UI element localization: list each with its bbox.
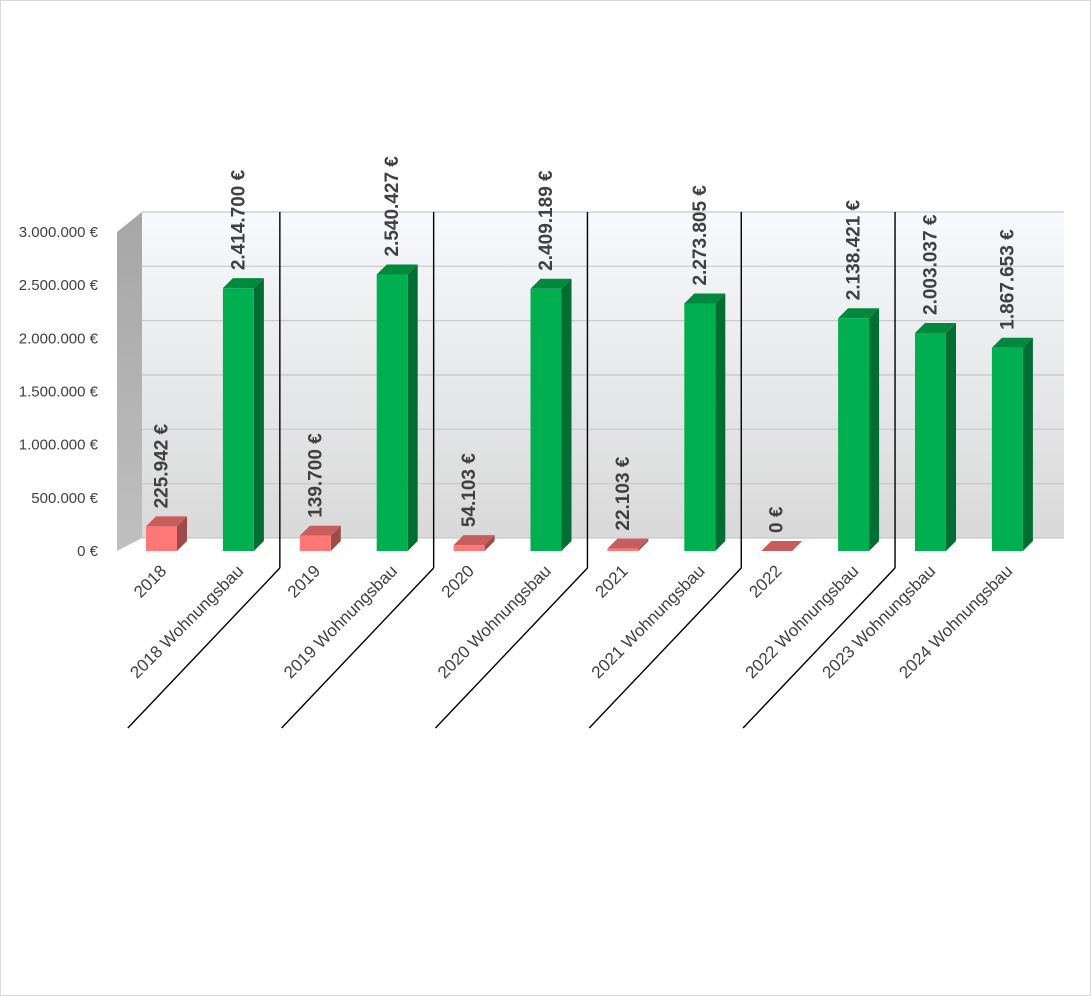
bar-front bbox=[299, 535, 331, 551]
bar bbox=[222, 278, 264, 551]
bar-top bbox=[915, 322, 956, 333]
separator-diagonal bbox=[434, 567, 588, 729]
bar-top bbox=[761, 541, 803, 551]
data-label: 2.003.037 € bbox=[921, 214, 942, 315]
y-tick-label: 500.000 € bbox=[31, 490, 98, 507]
data-label: 0 € bbox=[767, 506, 788, 533]
bar bbox=[838, 308, 880, 551]
bar bbox=[684, 293, 726, 551]
bar-side bbox=[1022, 337, 1033, 551]
data-label: 54.103 € bbox=[459, 453, 480, 527]
bars bbox=[146, 264, 1033, 551]
x-tick-label: 2019 bbox=[284, 561, 324, 601]
bar bbox=[453, 535, 495, 551]
bar bbox=[299, 525, 341, 551]
x-tick-label: 2020 bbox=[438, 561, 478, 601]
y-tick-label: 2.500.000 € bbox=[19, 277, 99, 294]
bar-side bbox=[715, 293, 726, 551]
bar bbox=[991, 337, 1033, 551]
bar-side bbox=[253, 278, 264, 551]
bar bbox=[530, 278, 572, 551]
bar bbox=[915, 322, 956, 551]
data-labels: 225.942 € 2.414.700 € 139.700 € 2.540.427 €… bbox=[152, 156, 1019, 533]
bar-front bbox=[453, 545, 485, 551]
separator-diagonal bbox=[588, 567, 742, 729]
bar-front bbox=[684, 303, 716, 551]
bar-side bbox=[484, 535, 495, 551]
bar bbox=[146, 516, 187, 551]
y-tick-label: 1.500.000 € bbox=[19, 384, 99, 401]
data-label: 2.540.427 € bbox=[382, 156, 403, 257]
y-tick-label: 0 € bbox=[77, 543, 99, 560]
bar-side bbox=[177, 516, 187, 551]
bar-side bbox=[946, 322, 956, 551]
y-tick-label: 1.000.000 € bbox=[19, 437, 99, 454]
data-label: 22.103 € bbox=[613, 456, 634, 530]
bar-top bbox=[530, 278, 572, 289]
bar-front bbox=[915, 332, 946, 551]
bar bbox=[376, 264, 418, 551]
bar-front bbox=[376, 274, 408, 551]
bar-front bbox=[146, 526, 177, 551]
bar-side bbox=[330, 525, 341, 551]
bar-side bbox=[638, 538, 649, 551]
bar-top bbox=[299, 525, 341, 536]
gridlines bbox=[142, 211, 1064, 539]
x-tick-label: 2018 bbox=[130, 561, 170, 601]
x-tick-label: 2021 bbox=[592, 561, 632, 601]
bar-side bbox=[869, 308, 880, 551]
data-label: 2.409.189 € bbox=[536, 170, 557, 271]
bar bbox=[607, 538, 649, 551]
bar-front bbox=[838, 318, 870, 551]
separator-diagonal bbox=[281, 567, 435, 729]
y-tick-label: 3.000.000 € bbox=[19, 224, 99, 241]
bar-front bbox=[991, 347, 1023, 551]
separator-diagonal bbox=[742, 567, 896, 729]
separator-diagonal bbox=[127, 567, 281, 729]
bar-top bbox=[684, 293, 726, 304]
y-axis: 0 € 500.000 € 1.000.000 € 1.500.000 € 2.000.… bbox=[19, 224, 99, 560]
y-tick-label: 2.000.000 € bbox=[19, 330, 99, 347]
bar-top bbox=[991, 337, 1033, 348]
data-label: 139.700 € bbox=[305, 433, 326, 518]
bar-front bbox=[530, 288, 562, 551]
bar-top bbox=[146, 516, 187, 527]
data-label: 2.273.805 € bbox=[690, 185, 711, 286]
bar-side bbox=[407, 264, 418, 551]
bar-side bbox=[561, 278, 572, 551]
bar-top bbox=[838, 308, 880, 319]
data-label: 2.414.700 € bbox=[228, 169, 249, 270]
year-separators bbox=[127, 212, 896, 729]
bar bbox=[761, 541, 803, 551]
bar-top bbox=[607, 538, 649, 549]
bar-front bbox=[222, 288, 254, 551]
data-label: 2.138.421 € bbox=[844, 199, 865, 300]
data-label: 225.942 € bbox=[152, 423, 173, 508]
bar-front bbox=[607, 548, 639, 551]
x-tick-label: 2022 bbox=[745, 561, 785, 601]
bar-top bbox=[453, 535, 495, 546]
side-wall bbox=[117, 212, 142, 551]
data-label: 1.867.653 € bbox=[997, 229, 1018, 330]
bar-top bbox=[376, 264, 418, 275]
bar-top bbox=[222, 278, 264, 289]
